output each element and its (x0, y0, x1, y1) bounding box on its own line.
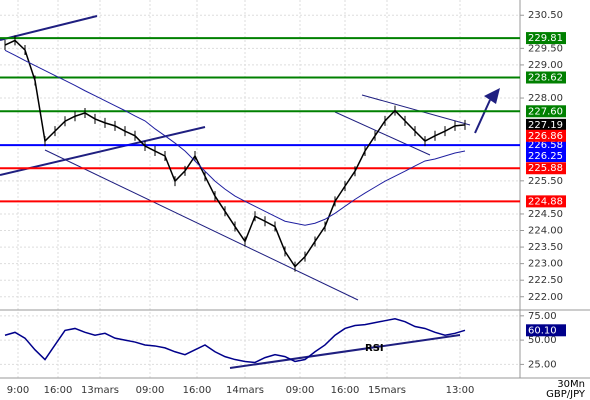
forecast-arrow-head (484, 88, 500, 104)
x-tick-label: 14mars (226, 385, 264, 396)
price-marker-box (526, 129, 566, 142)
y-tick-label: 224.00 (528, 226, 563, 237)
x-tick-label: 13:00 (446, 385, 475, 396)
x-tick-label: 15mars (368, 385, 406, 396)
price-marker-box (526, 324, 566, 337)
forecast-arrow (474, 99, 491, 134)
y-tick-label: 223.00 (528, 259, 563, 270)
level-label: 226.58 (528, 140, 563, 151)
level-box (526, 162, 566, 175)
price-marker-label: 226.25 (528, 151, 563, 162)
level-box (526, 32, 566, 45)
price-marker-box (526, 118, 566, 131)
rsi-label: RSI (365, 343, 384, 354)
x-tick-label: 16:00 (331, 385, 360, 396)
price-marker-label: 60.10 (528, 325, 557, 336)
level-box (526, 195, 566, 208)
price-marker-label: 226.86 (528, 131, 563, 142)
x-tick-label: 16:00 (44, 385, 73, 396)
trend-line (0, 15, 98, 41)
level-box (526, 71, 566, 84)
x-tick-label: 16:00 (183, 385, 212, 396)
y-tick-label: 222.00 (528, 292, 563, 303)
level-label: 224.88 (528, 196, 563, 207)
trend-line (0, 126, 206, 176)
series-line (4, 49, 466, 226)
symbol: GBP/JPY (546, 389, 586, 400)
level-label: 229.81 (528, 33, 563, 44)
timeframe: 30Mn (557, 379, 585, 390)
price-marker-label: 227.19 (528, 120, 563, 131)
x-tick-label: 9:00 (7, 385, 29, 396)
level-box (526, 139, 566, 152)
level-label: 225.88 (528, 163, 563, 174)
level-box (526, 105, 566, 118)
trend-line (361, 94, 471, 126)
y-tick-label: 222.50 (528, 275, 563, 286)
rsi-trend-line (229, 334, 461, 369)
y-tick-label: 50.00 (528, 335, 557, 346)
trend-line (44, 149, 359, 301)
level-label: 228.62 (528, 73, 563, 84)
x-tick-label: 09:00 (136, 385, 165, 396)
y-tick-label: 225.50 (528, 176, 563, 187)
y-tick-label: 229.00 (528, 60, 563, 71)
y-tick-label: 25.00 (528, 359, 557, 370)
y-tick-label: 224.50 (528, 209, 563, 220)
price-marker-box (526, 149, 566, 162)
trend-line (334, 111, 431, 156)
y-tick-label: 228.00 (528, 93, 563, 104)
x-tick-label: 09:00 (286, 385, 315, 396)
y-tick-label: 229.50 (528, 43, 563, 54)
y-tick-label: 75.00 (528, 311, 557, 322)
y-tick-label: 223.50 (528, 242, 563, 253)
y-tick-label: 230.50 (528, 10, 563, 21)
x-tick-label: 13mars (81, 385, 119, 396)
series-line (4, 317, 466, 364)
level-label: 227.60 (528, 106, 563, 117)
